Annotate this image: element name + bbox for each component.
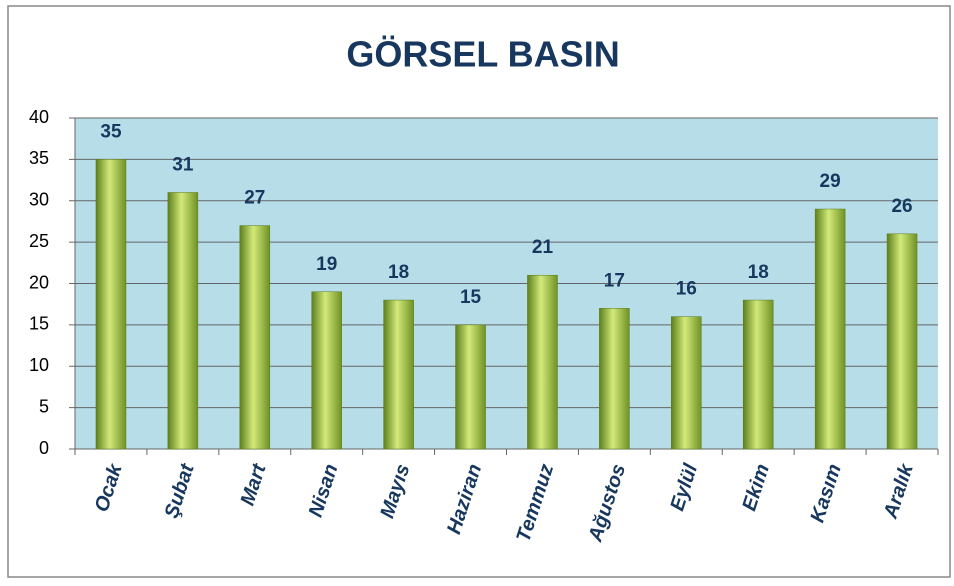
bar — [814, 208, 846, 450]
value-label: 19 — [316, 254, 337, 275]
bar — [527, 274, 558, 450]
value-label: 35 — [100, 121, 122, 142]
value-label: 18 — [748, 262, 769, 283]
y-tick-label: 30 — [29, 190, 49, 210]
value-label: 21 — [532, 237, 554, 258]
y-tick-label: 25 — [29, 231, 49, 251]
value-label: 29 — [820, 171, 841, 192]
y-tick-label: 10 — [29, 355, 49, 375]
value-label: 31 — [172, 154, 194, 175]
bar — [742, 299, 774, 450]
bar — [95, 159, 127, 450]
bar — [167, 192, 199, 450]
y-tick-label: 15 — [29, 314, 49, 334]
bar — [455, 324, 486, 450]
bar — [599, 308, 630, 450]
y-tick-label: 40 — [29, 107, 49, 127]
bar — [239, 225, 271, 450]
bar — [311, 291, 342, 450]
value-label: 15 — [460, 287, 482, 308]
value-label: 27 — [244, 188, 265, 209]
bar — [383, 299, 414, 450]
y-tick-label: 20 — [29, 272, 49, 292]
chart-title: GÖRSEL BASIN — [346, 34, 619, 75]
bar — [886, 233, 918, 450]
value-label: 16 — [676, 279, 697, 300]
value-label: 18 — [388, 262, 409, 283]
bar — [671, 316, 702, 450]
value-label: 17 — [604, 270, 625, 291]
y-tick-label: 5 — [39, 396, 49, 416]
y-tick-label: 0 — [39, 438, 49, 458]
y-tick-label: 35 — [29, 148, 49, 168]
value-label: 26 — [891, 196, 912, 217]
